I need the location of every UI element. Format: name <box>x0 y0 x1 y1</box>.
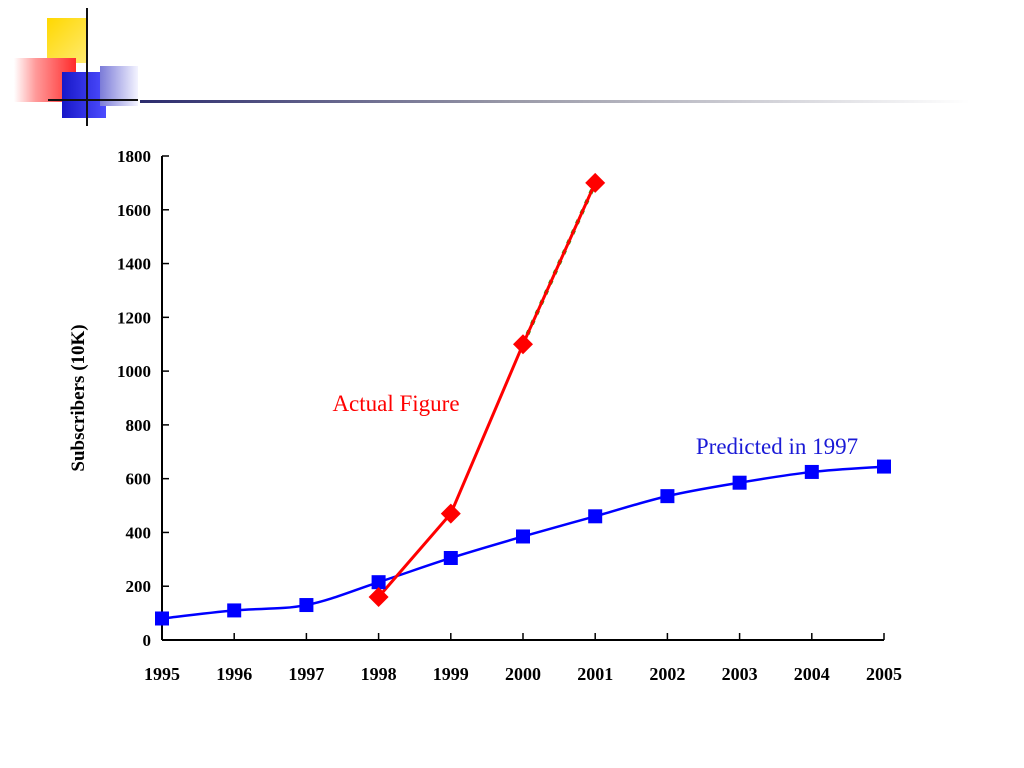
x-tick-label: 2005 <box>866 664 902 684</box>
decor-yellow-square <box>47 18 87 63</box>
y-tick-label: 600 <box>126 470 152 489</box>
actual-point-marker <box>368 586 389 607</box>
predicted-point-marker <box>588 509 603 524</box>
predicted-point-marker <box>371 575 386 590</box>
x-tick-label: 2004 <box>794 664 830 684</box>
x-tick-label: 2000 <box>505 664 541 684</box>
x-tick-label: 1999 <box>433 664 469 684</box>
x-tick-label: 1995 <box>144 664 180 684</box>
predicted-point-marker <box>804 464 819 479</box>
x-tick-label: 1997 <box>288 664 324 684</box>
x-tick-label: 2001 <box>577 664 613 684</box>
title-underline-rule <box>140 100 970 103</box>
y-tick-label: 1600 <box>117 201 151 220</box>
y-tick-label: 1400 <box>117 255 151 274</box>
predicted-point-marker <box>660 489 675 504</box>
actual-point-marker <box>513 334 533 355</box>
y-tick-label: 1200 <box>117 308 151 327</box>
predicted-point-marker <box>443 550 458 565</box>
chart-series <box>155 172 891 626</box>
x-tick-label: 2002 <box>649 664 685 684</box>
predicted-point-marker <box>299 598 314 613</box>
decor-vertical-line <box>86 8 88 126</box>
y-tick-label: 1000 <box>117 362 151 381</box>
y-tick-label: 400 <box>126 523 152 542</box>
predicted-point-marker <box>155 611 169 626</box>
series-label-predicted: Predicted in 1997 <box>696 434 858 459</box>
y-tick-label: 1800 <box>117 147 151 166</box>
y-tick-label: 800 <box>126 416 152 435</box>
x-tick-label: 1998 <box>361 664 397 684</box>
y-tick-label: 0 <box>143 631 152 650</box>
x-tick-label: 1996 <box>216 664 252 684</box>
predicted-point-marker <box>877 459 891 474</box>
y-tick-label: 200 <box>126 577 152 596</box>
y-axis-label: Subscribers (10K) <box>68 324 89 471</box>
predicted-point-marker <box>732 475 747 490</box>
actual-point-marker <box>440 503 461 524</box>
series-label-actual-figure: Actual Figure <box>332 391 459 416</box>
predicted-point-marker <box>227 603 242 618</box>
decor-horizontal-line <box>48 99 138 101</box>
series-line-actual <box>377 182 597 598</box>
x-tick-label: 2003 <box>722 664 758 684</box>
decor-blue-square <box>62 72 106 118</box>
actual-point-marker <box>585 172 606 193</box>
predicted-point-marker <box>516 529 530 544</box>
chart-axes: 0 200 400 600 800 1000 1200 1400 1600 1800 1995 199… <box>117 147 902 684</box>
